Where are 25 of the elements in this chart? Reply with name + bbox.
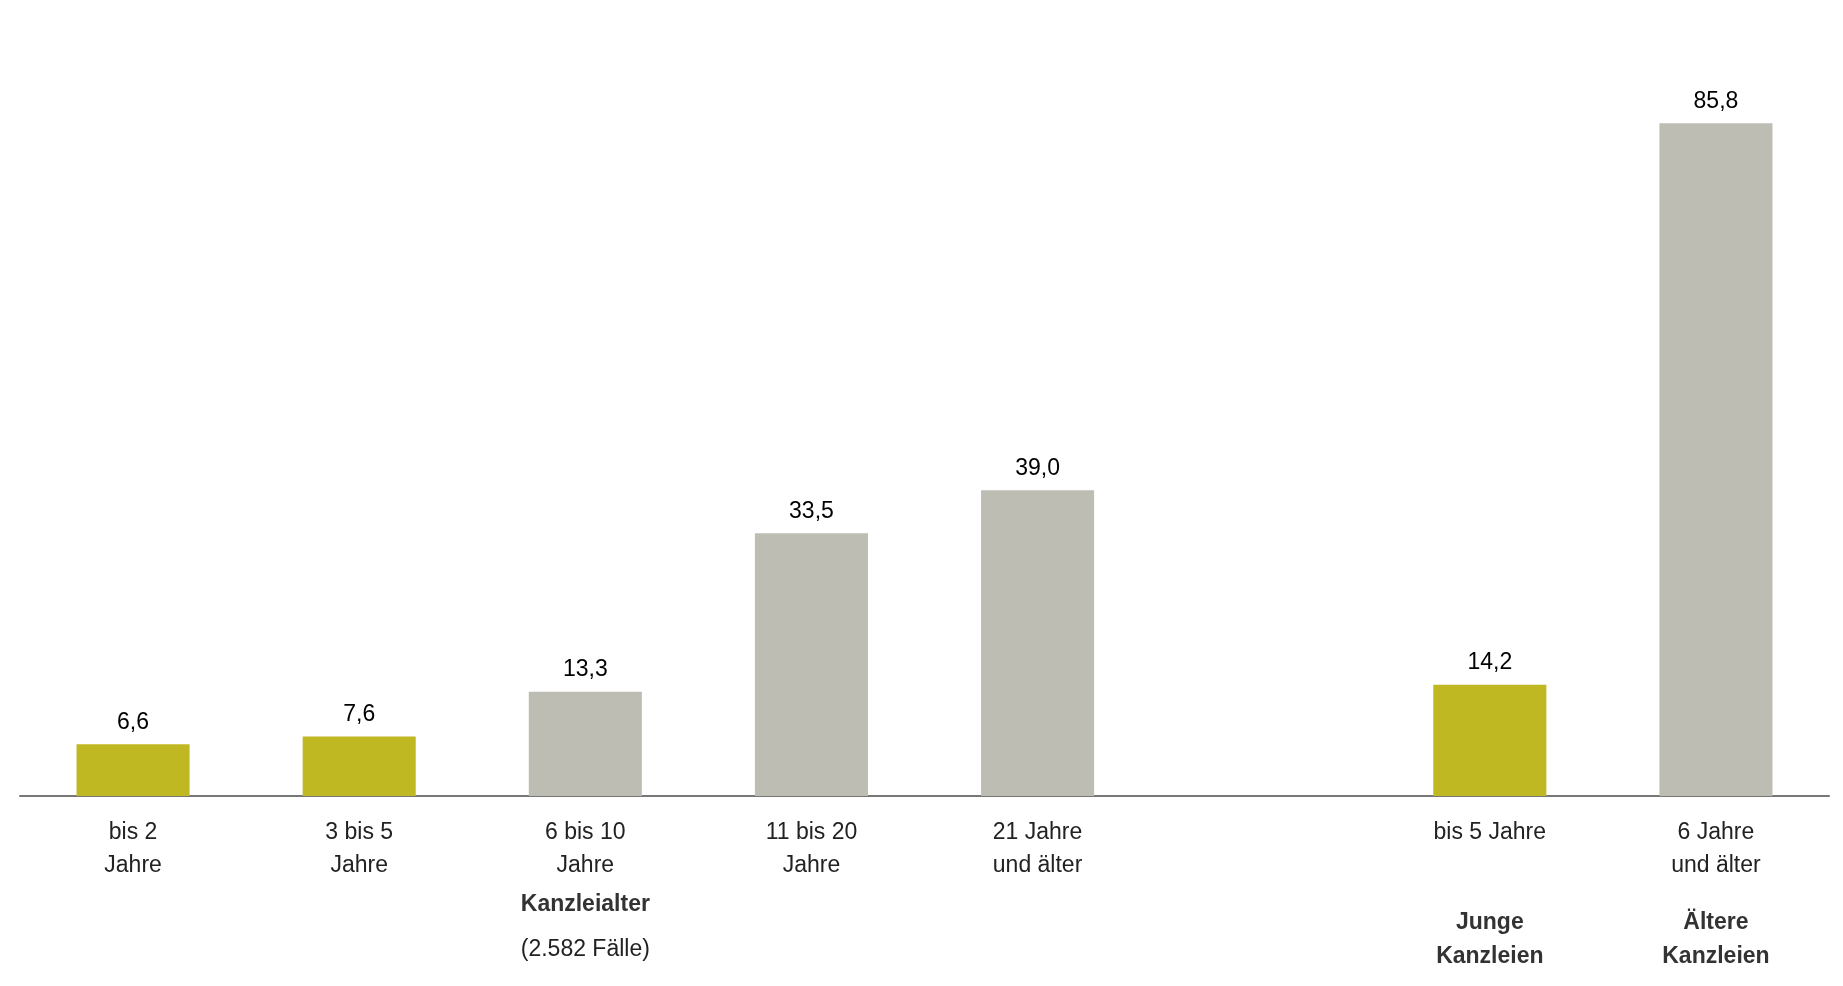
text: (2.582 Fälle)	[520, 935, 650, 961]
data-label: 33,5	[789, 496, 834, 523]
text: Junge Kanzleien	[1436, 908, 1544, 968]
data-label: 6,6	[117, 707, 150, 734]
x-tick-label: 6 Jahre und älter	[1671, 817, 1762, 877]
bar	[302, 736, 416, 796]
bar	[528, 691, 642, 796]
data-label: 13,3	[562, 655, 608, 682]
bar	[1433, 684, 1547, 796]
x-tick-label: 21 Jahre und älter	[992, 817, 1083, 877]
x-tick-label: bis 2 Jahre	[104, 817, 162, 877]
x-tick-label: 6 bis 10 Jahre	[545, 817, 626, 877]
x-tick-label: 3 bis 5 Jahre	[325, 817, 394, 877]
data-label: 39,0	[1015, 453, 1060, 480]
text: Kanzleialter	[520, 890, 650, 916]
bar	[1659, 123, 1773, 796]
x-tick-label: 11 bis 20 Jahre	[765, 817, 858, 877]
bar	[754, 533, 868, 796]
data-label: 14,2	[1467, 648, 1513, 675]
text: Ältere Kanzleien	[1662, 908, 1770, 968]
bar	[76, 744, 190, 796]
bar	[981, 490, 1095, 796]
x-tick-label: bis 5 Jahre	[1433, 817, 1547, 844]
data-label: 85,8	[1693, 86, 1739, 113]
data-label: 7,6	[343, 699, 376, 726]
